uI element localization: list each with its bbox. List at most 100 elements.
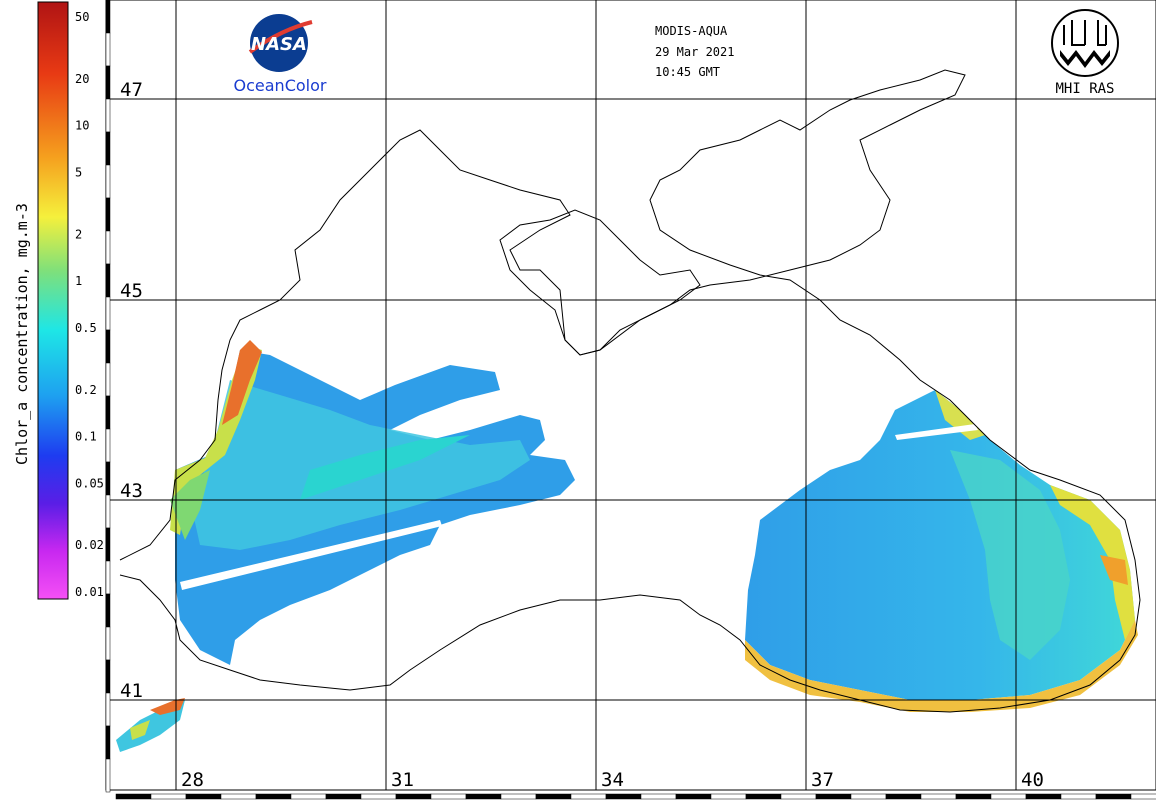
scale-segment	[675, 793, 712, 800]
scale-segment	[850, 793, 887, 800]
scale-segment	[500, 793, 537, 800]
scale-segment	[105, 461, 111, 496]
ocean-color-label: OceanColor	[234, 76, 327, 95]
scale-segment	[1095, 793, 1132, 800]
lat-lon-grid	[106, 0, 1156, 790]
scale-segment	[465, 793, 502, 800]
scale-segment	[105, 98, 111, 133]
scale-segment	[105, 230, 111, 265]
scale-segment	[105, 527, 111, 562]
scale-segment	[105, 296, 111, 331]
scale-segment	[255, 793, 292, 800]
time-label: 10:45 GMT	[655, 65, 720, 79]
colorbar-tick-label: 1	[75, 274, 82, 288]
nasa-logo: NASA OceanColor	[234, 14, 327, 95]
colorbar-tick-label: 0.2	[75, 383, 97, 397]
scale-segment	[105, 593, 111, 628]
lat-scale-bar	[105, 0, 111, 793]
scale-segment	[325, 793, 362, 800]
lon-label-28: 28	[181, 769, 204, 791]
scale-segment	[105, 626, 111, 661]
scale-segment	[1025, 793, 1062, 800]
colorbar-tick-label: 5	[75, 165, 82, 179]
scale-segment	[185, 793, 222, 800]
scale-segment	[920, 793, 957, 800]
scale-segment	[105, 0, 111, 34]
lat-label-41: 41	[120, 680, 143, 702]
scale-segment	[710, 793, 747, 800]
chl-east-yellow-coast	[1050, 485, 1135, 640]
scale-segment	[105, 65, 111, 100]
chl-east-greenish	[950, 450, 1070, 660]
colorbar-tick-label: 0.05	[75, 476, 104, 490]
scale-segment	[105, 131, 111, 166]
chl-east-orange-spot	[1100, 555, 1128, 585]
lon-scale-bar	[115, 793, 1156, 800]
map-area: 47 45 43 41 28 31 34 37 40	[105, 0, 1156, 800]
colorbar-tick-label: 10	[75, 119, 89, 133]
colorbar: 50 20 10 5 2 1 0.5 0.2 0.1 0.05 0.02 0.01 Chlor_a c…	[13, 1, 104, 600]
colorbar-tick-label: 0.01	[75, 585, 104, 599]
chl-west-stripe	[300, 435, 470, 500]
scale-segment	[105, 560, 111, 595]
scale-segment	[115, 793, 152, 800]
scale-segment	[105, 362, 111, 397]
scale-segment	[105, 329, 111, 364]
lon-label-31: 31	[391, 769, 414, 791]
scale-segment	[105, 428, 111, 463]
sensor-label: MODIS-AQUA	[655, 24, 728, 38]
lon-label-37: 37	[811, 769, 834, 791]
scale-segment	[105, 32, 111, 67]
mhi-ras-logo: MHI RAS	[1051, 9, 1119, 97]
scale-segment	[150, 793, 187, 800]
scale-segment	[360, 793, 397, 800]
scale-segment	[105, 692, 111, 727]
scale-segment	[105, 494, 111, 529]
mhi-ras-label: MHI RAS	[1055, 81, 1114, 97]
chl-east-south-coast	[745, 620, 1138, 712]
lat-label-47: 47	[120, 79, 143, 101]
nasa-logo-text: NASA	[251, 34, 307, 55]
colorbar-tick-label: 0.02	[75, 538, 104, 552]
scale-segment	[535, 793, 572, 800]
scale-segment	[1130, 793, 1156, 800]
scale-segment	[105, 659, 111, 694]
coastline	[119, 69, 1141, 713]
chlorophyll-west	[170, 340, 575, 665]
scale-segment	[885, 793, 922, 800]
scale-segment	[105, 197, 111, 232]
colorbar-title: Chlor_a concentration, mg.m-3	[13, 203, 31, 465]
lon-label-34: 34	[601, 769, 624, 791]
colorbar-tick-label: 0.1	[75, 430, 97, 444]
scale-segment	[955, 793, 992, 800]
scale-segment	[220, 793, 257, 800]
scale-segment	[745, 793, 782, 800]
colorbar-ticks: 50 20 10 5 2 1 0.5 0.2 0.1 0.05 0.02 0.01	[75, 10, 104, 599]
scale-segment	[290, 793, 327, 800]
scale-segment	[105, 395, 111, 430]
lon-label-40: 40	[1021, 769, 1044, 791]
chl-west-coast-red	[222, 340, 262, 425]
scale-segment	[605, 793, 642, 800]
scale-segment	[780, 793, 817, 800]
scale-segment	[990, 793, 1027, 800]
colorbar-tick-label: 0.5	[75, 321, 97, 335]
colorbar-tick-label: 20	[75, 72, 89, 86]
colorbar-tick-label: 2	[75, 227, 82, 241]
scale-segment	[1060, 793, 1097, 800]
scale-segment	[105, 758, 111, 793]
scale-segment	[430, 793, 467, 800]
scale-segment	[105, 725, 111, 760]
swath-gaps	[180, 424, 978, 590]
scale-segment	[815, 793, 852, 800]
scale-segment	[105, 263, 111, 298]
scale-segment	[640, 793, 677, 800]
scale-segment	[395, 793, 432, 800]
lat-label-43: 43	[120, 480, 143, 502]
scale-segment	[105, 164, 111, 199]
scale-segment	[570, 793, 607, 800]
colorbar-gradient	[37, 1, 69, 600]
chl-west-green	[170, 470, 210, 540]
lat-label-45: 45	[120, 280, 143, 302]
